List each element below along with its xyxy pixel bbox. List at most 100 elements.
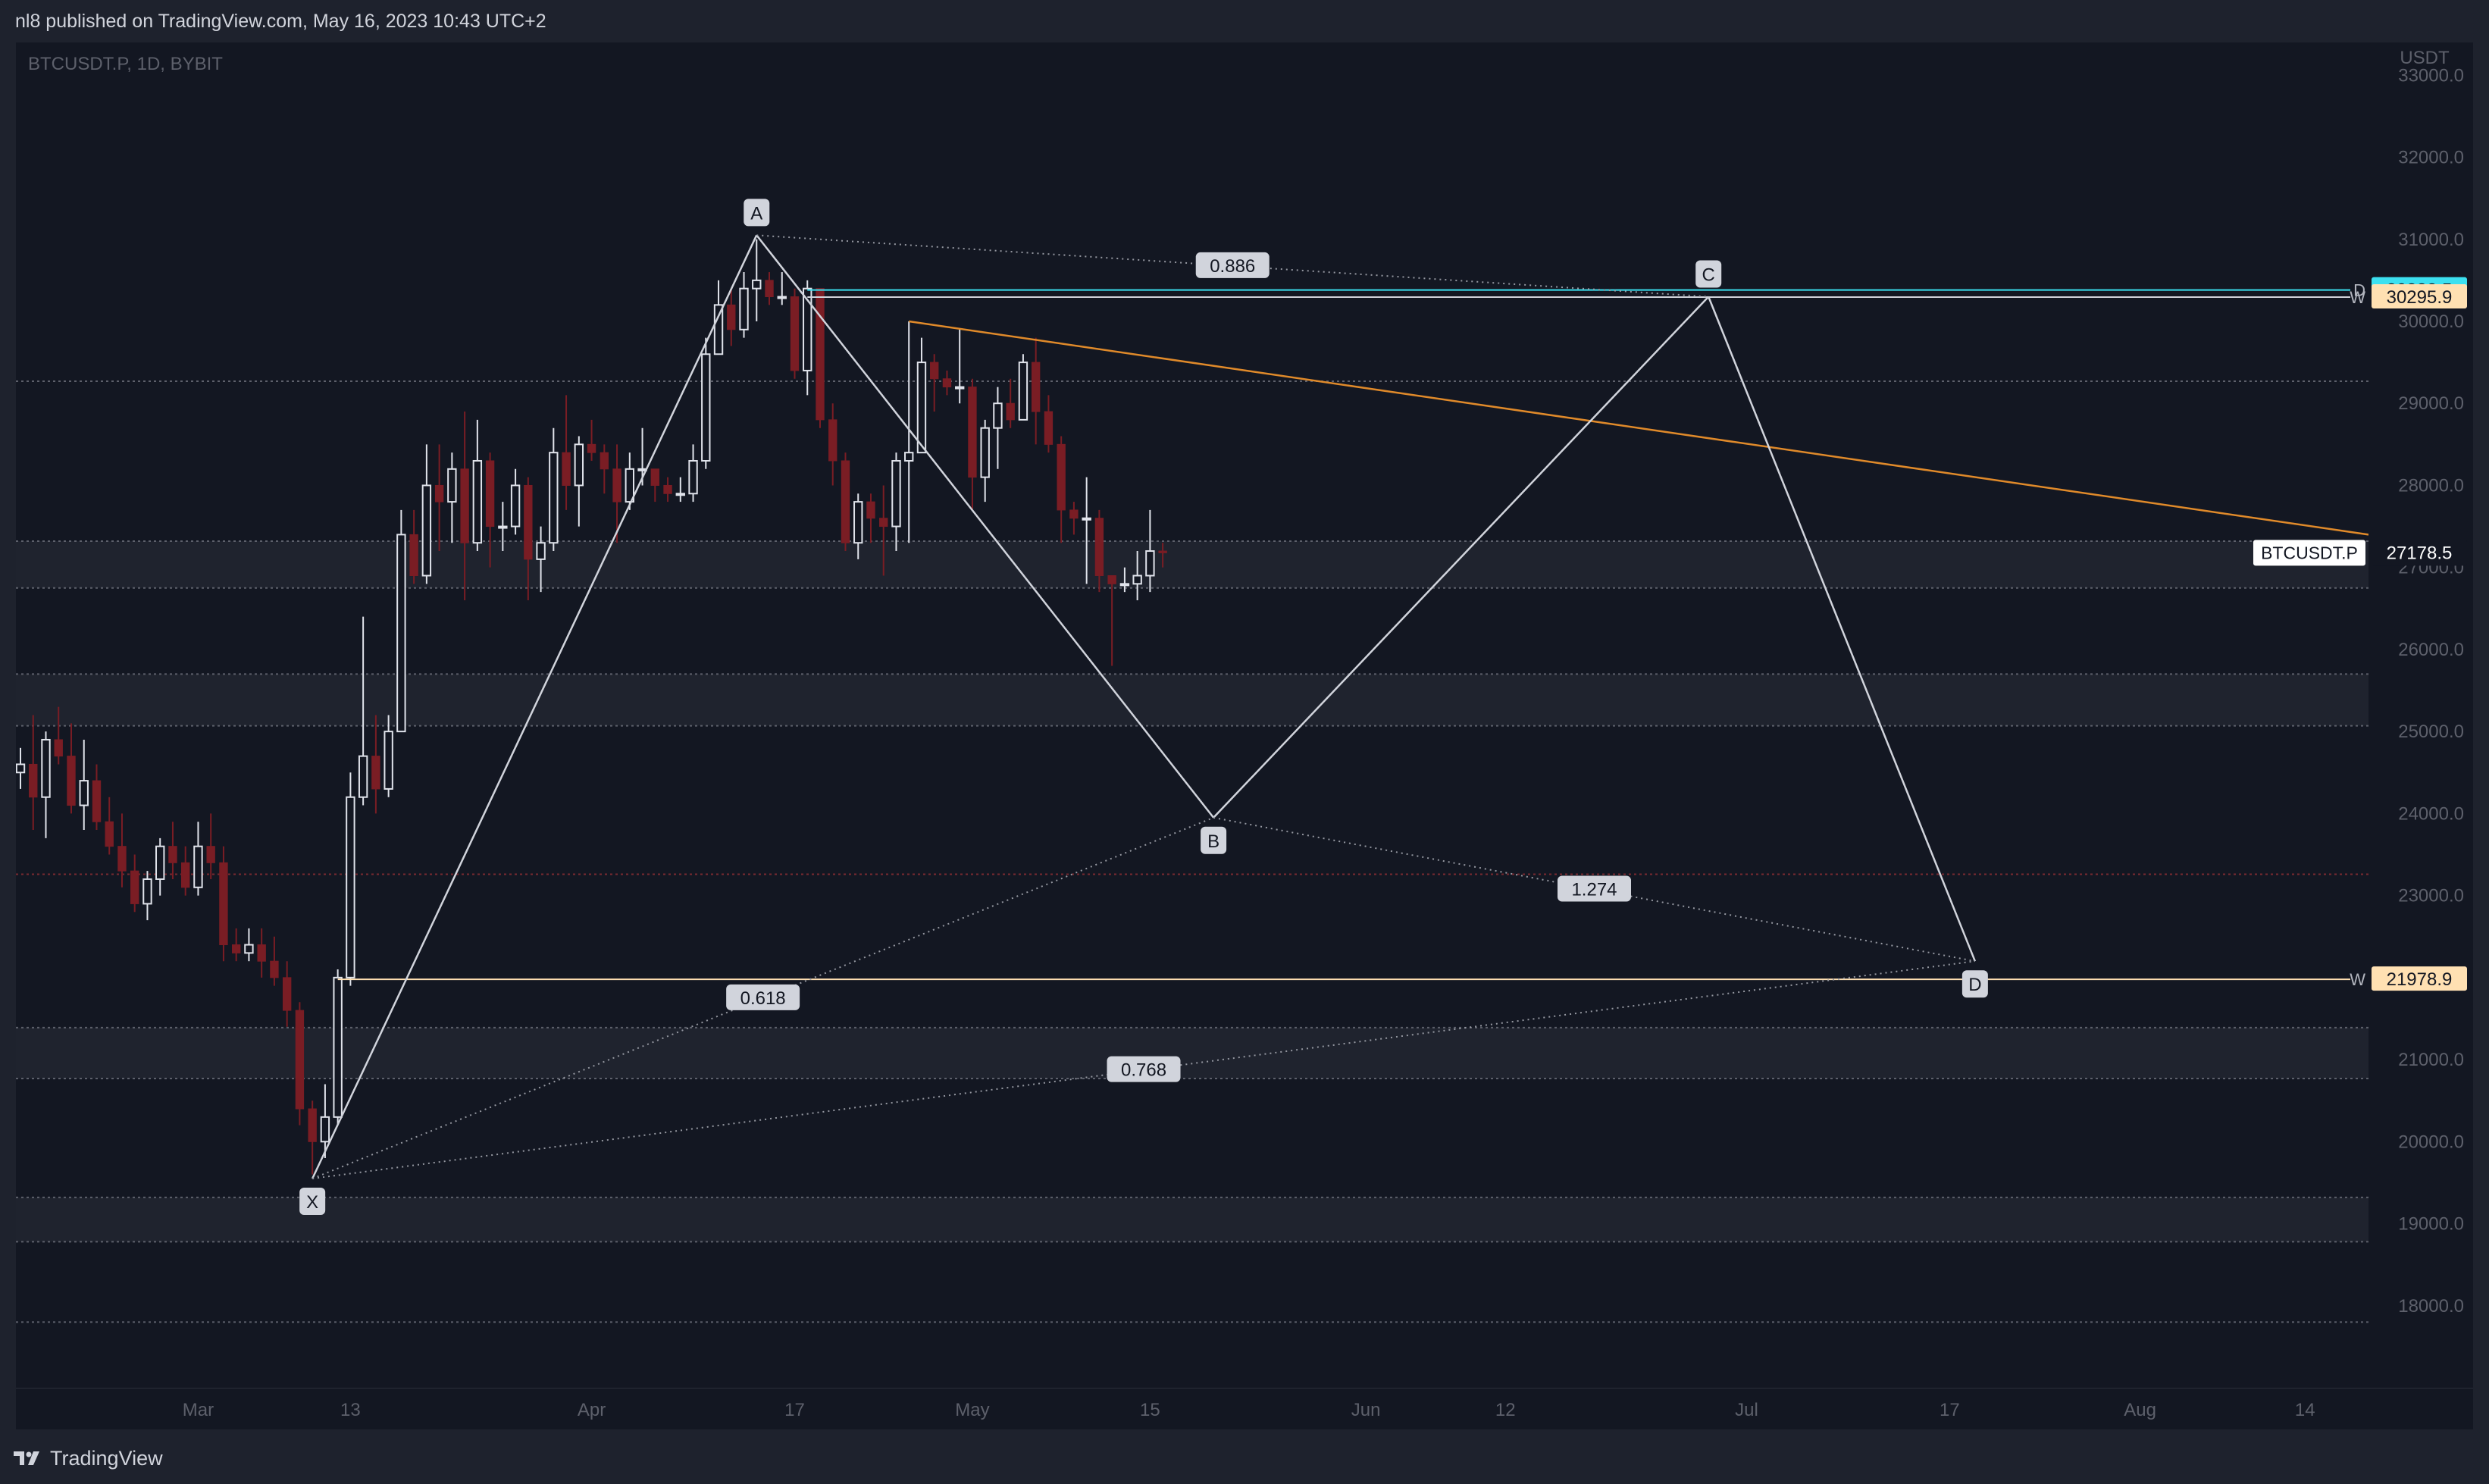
price-level-label: 21978.9 xyxy=(2387,969,2453,990)
candle-body-up xyxy=(396,534,406,733)
candle-body-down xyxy=(371,756,380,790)
y-tick-label: 21000.0 xyxy=(2398,1050,2464,1070)
ratio-label: 0.768 xyxy=(1121,1060,1166,1081)
candle-body-up xyxy=(510,484,521,528)
pattern-point-label: C xyxy=(1702,265,1715,286)
candle-body-down xyxy=(650,468,659,486)
y-tick-label: 25000.0 xyxy=(2398,722,2464,742)
x-tick-label: Jul xyxy=(1735,1400,1758,1420)
x-tick-label: Jun xyxy=(1351,1400,1381,1420)
pattern-point-box xyxy=(744,199,770,227)
pattern-point-box xyxy=(1695,260,1722,288)
candle-body-down xyxy=(1094,518,1104,577)
tradingview-brand: TradingView xyxy=(50,1446,163,1470)
candle-body-up xyxy=(498,525,508,529)
candle-body-down xyxy=(1158,550,1167,553)
candle-body-down xyxy=(1044,411,1054,445)
candle-body-down xyxy=(181,862,190,888)
candle-body-up xyxy=(536,542,546,560)
candle-body-up xyxy=(993,402,1003,429)
candlestick-chart[interactable]: DWW0.6180.8861.2740.768XABCDUSDT18000.01… xyxy=(16,42,2473,1429)
candle-body-up xyxy=(675,493,685,496)
x-tick-label: 13 xyxy=(340,1400,361,1420)
candle-body-down xyxy=(117,846,127,872)
candle-body-up xyxy=(853,501,863,544)
ratio-label-box xyxy=(1107,1056,1181,1082)
candle-body-down xyxy=(257,944,266,962)
candle-body-up xyxy=(777,296,787,299)
candle-body-down xyxy=(54,739,63,757)
candle-body-up xyxy=(688,459,698,495)
y-tick-label: 32000.0 xyxy=(2398,148,2464,168)
pattern-point-box xyxy=(1961,970,1988,998)
pattern-point-label: X xyxy=(306,1192,318,1213)
candle-body-down xyxy=(562,452,571,486)
candle-body-down xyxy=(879,518,888,528)
candle-body-down xyxy=(1107,575,1116,584)
candle-body-down xyxy=(1069,509,1079,519)
candle-body-up xyxy=(916,362,927,454)
chart-area[interactable]: D W W 0.618 0.886 1.274 0.768 X A B C D USDT 18000.0 1… xyxy=(16,42,2473,1429)
x-tick-label: 15 xyxy=(1140,1400,1160,1420)
last-price-label: 27178.5 xyxy=(2387,543,2453,563)
candle-body-up xyxy=(1145,550,1155,577)
candle-body-up xyxy=(346,796,355,978)
candle-body-down xyxy=(206,846,215,863)
pattern-point-label: B xyxy=(1207,831,1219,852)
symbol-tag: BTCUSDT.P xyxy=(2261,543,2358,562)
y-tick-label: 30000.0 xyxy=(2398,312,2464,332)
candle-body-down xyxy=(790,296,800,371)
candle-body-up xyxy=(701,353,711,462)
candle-body-down xyxy=(67,756,76,806)
y-tick-label: 28000.0 xyxy=(2398,475,2464,496)
candle-body-up xyxy=(574,443,584,487)
candle-body-down xyxy=(29,763,38,798)
pattern-point-label: D xyxy=(1968,975,1981,995)
candle-body-down xyxy=(485,460,495,528)
candle-body-up xyxy=(1132,575,1142,585)
price-zone xyxy=(16,674,2368,726)
x-tick-label: 17 xyxy=(1940,1400,1960,1420)
pattern-leg-line xyxy=(1708,296,1977,962)
price-axis xyxy=(2368,42,2473,1429)
candle-body-up xyxy=(155,845,165,880)
candle-body-down xyxy=(308,1108,317,1142)
candle-body-down xyxy=(130,870,139,904)
level-tag: D xyxy=(2353,281,2365,300)
candle-body-down xyxy=(866,501,875,519)
candle-body-down xyxy=(282,977,292,1011)
candle-body-down xyxy=(295,1010,305,1110)
level-tag: W xyxy=(2350,288,2365,307)
pattern-leg-line xyxy=(756,234,1215,819)
candle-body-up xyxy=(41,738,51,798)
price-level-label-box xyxy=(2372,966,2467,991)
ratio-label: 0.886 xyxy=(1210,256,1255,277)
x-tick-label: 14 xyxy=(2295,1400,2315,1420)
candle-body-up xyxy=(384,731,393,790)
candle-body-down xyxy=(219,862,228,946)
price-level-label-box xyxy=(2372,283,2467,308)
candle-body-up xyxy=(1082,517,1091,521)
y-tick-label: 18000.0 xyxy=(2398,1296,2464,1317)
candle-body-up xyxy=(472,459,483,544)
candle-body-down xyxy=(600,452,609,470)
candle-body-down xyxy=(930,362,939,380)
y-tick-label: 23000.0 xyxy=(2398,886,2464,906)
y-tick-label: 29000.0 xyxy=(2398,393,2464,414)
candle-body-down xyxy=(1031,362,1041,412)
price-axis-unit: USDT xyxy=(2400,48,2450,68)
candle-body-down xyxy=(460,468,469,543)
price-zone xyxy=(16,541,2368,588)
candle-body-up xyxy=(193,845,203,888)
ratio-label: 0.618 xyxy=(740,988,786,1009)
candle-body-down xyxy=(524,484,533,560)
candle-body-down xyxy=(765,280,774,298)
candle-body-down xyxy=(434,484,444,502)
pattern-leg-line xyxy=(312,234,758,1179)
candle-body-down xyxy=(816,288,825,421)
price-zone xyxy=(16,1027,2368,1079)
symbol-info: BTCUSDT.P, 1D, BYBIT xyxy=(28,54,223,74)
candle-body-down xyxy=(409,534,418,577)
candle-body-up xyxy=(358,755,368,798)
price-zone xyxy=(16,1197,2368,1242)
